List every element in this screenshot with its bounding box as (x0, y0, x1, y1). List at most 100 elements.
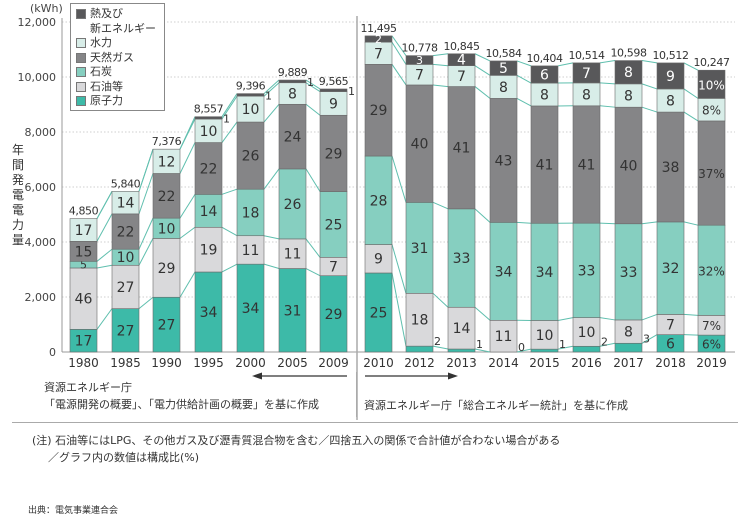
segment-label: 7 (329, 260, 338, 276)
segment-label: 9 (666, 69, 675, 85)
bar-segment-gas (697, 120, 726, 226)
bar-segment-oil (69, 267, 98, 330)
bar-segment-renewable (194, 116, 223, 120)
arrow-left-head (252, 372, 262, 380)
bar-segment-nuclear (405, 345, 434, 353)
x-tick-label: 2000 (235, 356, 266, 370)
total-label: 11,495 (360, 22, 396, 35)
connector-line (641, 83, 658, 90)
segment-label: 12 (158, 154, 176, 170)
segment-label: 17 (75, 334, 93, 350)
total-label: 9,565 (319, 75, 349, 88)
connector-line (516, 97, 532, 107)
segment-label: 29 (325, 307, 343, 323)
connector-line (516, 221, 532, 224)
bar-segment-renewable (614, 60, 643, 85)
bar-segment-nuclear (194, 271, 223, 353)
bar-segment-renewable (697, 69, 726, 99)
segment-label: 14 (453, 321, 471, 337)
segment-label: 18 (411, 313, 429, 329)
segment-label: 27 (117, 280, 135, 296)
segment-label: 8 (624, 89, 633, 105)
connector-line (263, 79, 280, 94)
arrow-right-head (448, 372, 458, 380)
bar-segment-gas (278, 103, 307, 170)
connector-line (391, 155, 407, 203)
connector-line (305, 268, 321, 277)
connector-line (138, 173, 154, 215)
connector-line (138, 217, 154, 250)
segment-label: 6 (666, 336, 675, 352)
bar-segment-oil (572, 317, 601, 347)
segment-label: 10 (242, 102, 260, 118)
bar-segment-renewable (489, 60, 518, 76)
segment-label: 1 (559, 338, 566, 351)
connector-line (305, 238, 321, 258)
x-tick-label: 1985 (110, 356, 141, 370)
bar-segment-gas (364, 64, 393, 157)
x-tick-label: 2015 (529, 356, 560, 370)
segment-label: 8 (499, 80, 508, 96)
connector-line (263, 103, 280, 123)
legend-label: 石油等 (90, 79, 123, 93)
bar-segment-hydro (152, 148, 181, 174)
connector-line (221, 95, 238, 120)
connector-line (641, 221, 658, 225)
segment-label: 11 (495, 329, 513, 345)
bar-segment-renewable (530, 65, 559, 84)
bar-segment-coal (236, 188, 265, 237)
connector-line (557, 317, 574, 322)
bar-segment-oil (530, 320, 559, 350)
bar-segment-renewable (319, 88, 348, 92)
connector-line (179, 142, 196, 174)
legend-item-nuclear: 原子力 (76, 94, 164, 109)
y-tick-label: 0 (49, 346, 56, 359)
connector-line (432, 84, 449, 88)
connector-line (221, 188, 238, 195)
x-tick-label: 2005 (277, 356, 308, 370)
segment-label: 29 (370, 103, 388, 119)
bar-segment-renewable (447, 53, 476, 66)
segment-label: 32% (698, 264, 725, 278)
connector-line (221, 121, 238, 143)
segment-label: 22 (200, 161, 218, 177)
y-tick-label: 6,000 (25, 181, 57, 194)
segment-label: 2 (375, 33, 382, 46)
segment-label: 27 (158, 318, 176, 334)
legend-label: 石炭 (90, 65, 112, 78)
legend-item-coal: 石炭 (76, 65, 164, 80)
legend-label: 水力 (90, 36, 112, 49)
bar-segment-renewable (656, 62, 685, 90)
connector-line (96, 264, 113, 269)
bar-segment-coal (530, 222, 559, 321)
connector-line (599, 342, 616, 347)
x-tick-label: 2019 (696, 356, 727, 370)
bar-segment-renewable (405, 55, 434, 65)
connector-line (221, 93, 238, 117)
legend-swatch-gas (76, 52, 86, 63)
bar-segment-gas (530, 105, 559, 224)
bar-segment-oil (278, 238, 307, 269)
segment-label: 19 (200, 243, 218, 259)
segment-label: 34 (495, 264, 513, 280)
segment-label: 15 (75, 244, 93, 260)
segment-label: 17 (75, 223, 93, 239)
note: (注) 石油等にはLPG、その他ガス及び瀝青質混合物を含む／四捨五入の関係で合計… (32, 432, 560, 466)
x-tick-label: 2012 (404, 356, 435, 370)
y-tick-label: 8,000 (25, 126, 57, 139)
segment-label: 8 (288, 87, 297, 103)
connector-line (474, 348, 491, 353)
segment-label: 10 (200, 124, 218, 140)
segment-label: 31 (411, 241, 429, 257)
segment-label: 5 (80, 259, 87, 272)
connector-line (391, 272, 407, 347)
connector-line (138, 149, 154, 192)
segment-label: 7 (415, 68, 424, 84)
x-tick-label: 2016 (571, 356, 602, 370)
connector-line (432, 201, 449, 210)
total-label: 10,247 (693, 56, 729, 69)
connector-line (305, 168, 321, 192)
segment-label: 14 (117, 196, 135, 212)
segment-label: 4 (457, 53, 466, 69)
total-label: 10,404 (526, 52, 562, 65)
